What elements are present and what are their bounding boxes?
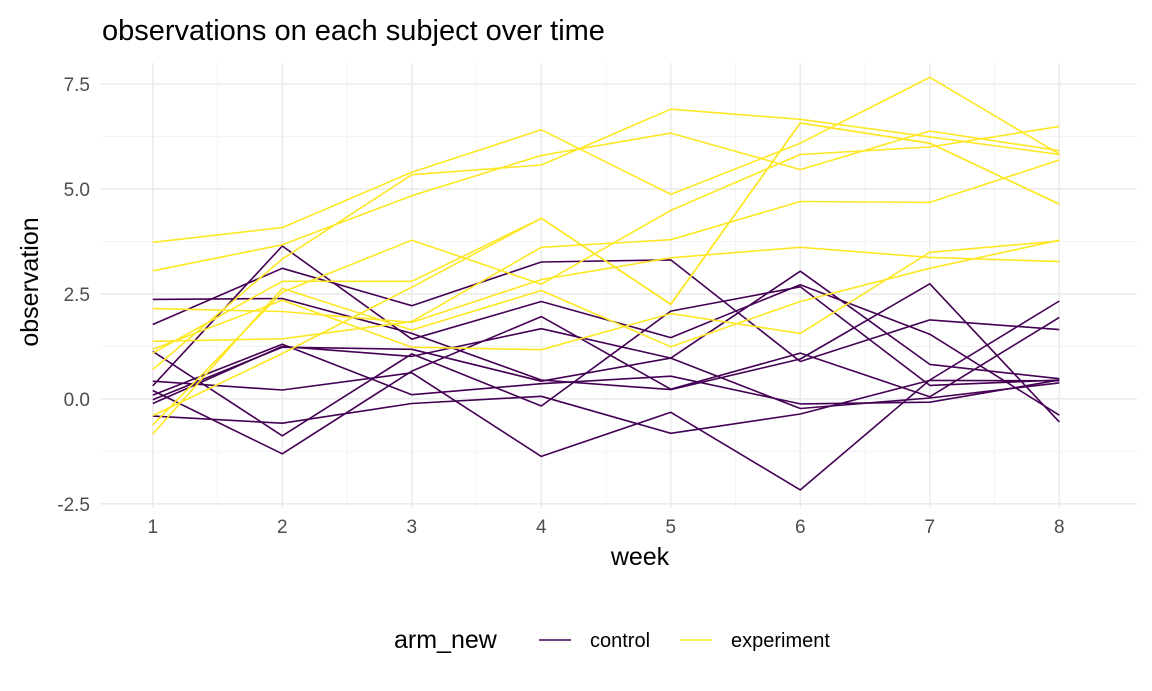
series-line-control-7 [152, 327, 1060, 410]
series-line-control-4 [152, 343, 1060, 405]
legend: arm_new control experiment [394, 626, 830, 654]
grid [101, 63, 1137, 508]
y-tick-label: 2.5 [64, 285, 90, 306]
series-line-control-2 [152, 285, 1060, 437]
y-tick-label: 7.5 [64, 75, 90, 96]
legend-label-experiment: experiment [731, 630, 830, 652]
series-line-experiment-17 [152, 240, 1060, 351]
x-tick-label: 6 [795, 517, 806, 538]
series-line-experiment-11 [152, 130, 1060, 272]
series-line-control-9 [152, 245, 1060, 416]
series-line-experiment-18 [152, 159, 1060, 343]
series-line-experiment-13 [152, 246, 1060, 324]
x-tick-labels: 1 2 3 4 5 6 7 8 [148, 517, 1065, 538]
series-line-experiment-20 [152, 122, 1060, 354]
chart-title: observations on each subject over time [102, 15, 605, 47]
legend-label-control: control [590, 630, 650, 652]
series-line-control-1 [152, 315, 1060, 455]
series-line-control-5 [152, 282, 1060, 423]
series-line-control-8 [152, 379, 1060, 435]
x-tick-label: 1 [148, 517, 159, 538]
x-tick-label: 8 [1054, 517, 1065, 538]
legend-title: arm_new [394, 626, 498, 654]
series-line-experiment-16 [152, 76, 1060, 244]
y-tick-label: 0.0 [64, 390, 90, 411]
x-tick-label: 5 [666, 517, 677, 538]
series-line-experiment-12 [152, 239, 1060, 435]
x-tick-label: 7 [925, 517, 936, 538]
series-line-experiment-14 [152, 125, 1060, 426]
y-tick-labels: -2.5 0.0 2.5 5.0 7.5 [57, 75, 90, 516]
y-axis-label: observation [16, 217, 44, 346]
series-lines [152, 76, 1060, 491]
x-tick-label: 2 [277, 517, 288, 538]
series-line-control-10 [152, 300, 1060, 491]
x-tick-label: 4 [536, 517, 547, 538]
y-tick-label: -2.5 [57, 495, 90, 516]
y-tick-label: 5.0 [64, 180, 90, 201]
x-axis-label: week [610, 543, 670, 571]
series-line-experiment-15 [152, 108, 1060, 371]
x-tick-label: 3 [407, 517, 418, 538]
